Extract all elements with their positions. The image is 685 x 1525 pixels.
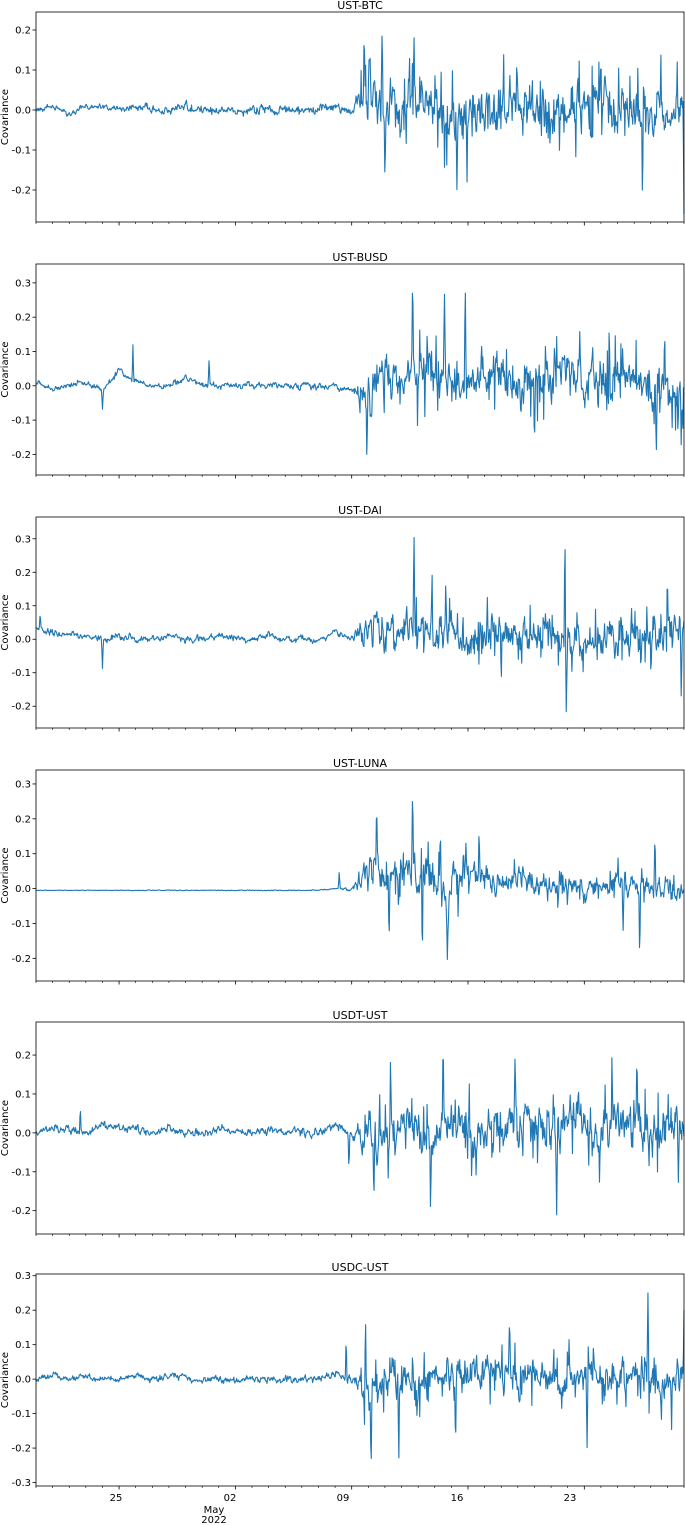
y-axis-label: Covariance	[0, 89, 11, 145]
y-tick-label: 0.3	[15, 278, 31, 289]
y-axis-label: Covariance	[0, 1352, 11, 1408]
chart-title: USDC-UST	[332, 1261, 389, 1274]
y-tick-label: 0.2	[15, 1051, 31, 1062]
chart-panel: UST-LUNA Covariance 0.3 0.2 0.1 0.0 -0.1 -0.2	[0, 757, 685, 985]
series-line	[35, 536, 685, 713]
y-tick-label: 0.2	[15, 814, 31, 825]
x-month-label: May	[204, 1505, 225, 1516]
y-tick-label: -0.1	[11, 416, 31, 427]
y-tick-label: -0.1	[11, 146, 31, 157]
y-tick-label: -0.2	[11, 186, 31, 197]
y-tick-label: 0.1	[15, 601, 31, 612]
series-line	[35, 292, 685, 455]
plot-frame	[35, 769, 685, 982]
y-tick-label: 0.0	[15, 381, 31, 392]
y-tick-label: 0.0	[15, 106, 31, 117]
y-axis-label: Covariance	[0, 1100, 11, 1156]
chart-title: UST-BTC	[337, 0, 383, 12]
y-axis-label: Covariance	[0, 847, 11, 903]
y-tick-label: 0.1	[15, 66, 31, 77]
y-tick-label: 0.1	[15, 1340, 31, 1351]
y-tick-label: -0.1	[11, 1167, 31, 1178]
y-tick-label: -0.3	[11, 1478, 31, 1489]
x-year-label: 2022	[201, 1515, 226, 1525]
plot-frame	[35, 516, 685, 729]
y-tick-label: 0.1	[15, 1089, 31, 1100]
series-line	[35, 1292, 685, 1460]
plot-frame	[35, 11, 685, 223]
y-tick-label: 0.3	[15, 534, 31, 545]
series-line	[35, 800, 685, 961]
x-tick-label: 16	[451, 1493, 464, 1504]
y-tick-label: 0.2	[15, 313, 31, 324]
y-tick-label: 0.2	[15, 1306, 31, 1317]
y-tick-label: -0.2	[11, 1444, 31, 1455]
chart-title: USDT-UST	[333, 1009, 388, 1022]
plot-frame	[35, 263, 685, 476]
chart-panel: USDC-UST Covariance 0.3 0.2 0.1 0.0 -0.1 -0.2 -0…	[0, 1261, 685, 1490]
series-line	[35, 35, 685, 215]
y-axis-label: Covariance	[0, 594, 11, 650]
y-tick-label: 0.3	[15, 1271, 31, 1282]
y-tick-label: 0.1	[15, 849, 31, 860]
y-tick-label: -0.2	[11, 450, 31, 461]
chart-panel: UST-DAI Covariance 0.3 0.2 0.1 0.0 -0.1 -0.2	[0, 504, 685, 732]
y-tick-label: 0.1	[15, 347, 31, 358]
chart-panel: UST-BUSD Covariance 0.3 0.2 0.1 0.0 -0.1 -0.2	[0, 251, 685, 479]
chart-panel: UST-BTC Covariance 0.2 0.1 0.0 -0.1 -0.2	[0, 0, 685, 226]
y-tick-label: -0.2	[11, 1206, 31, 1217]
y-tick-label: 0.2	[15, 568, 31, 579]
y-tick-label: 0.0	[15, 1128, 31, 1139]
x-tick-label: 09	[337, 1493, 350, 1504]
chart-title: UST-BUSD	[332, 251, 387, 264]
x-tick-label: 25	[110, 1493, 123, 1504]
y-tick-label: -0.2	[11, 702, 31, 713]
x-tick-label: 02	[224, 1493, 237, 1504]
y-tick-label: -0.1	[11, 668, 31, 679]
y-tick-label: -0.2	[11, 954, 31, 965]
series-line	[35, 1057, 685, 1216]
y-tick-label: 0.0	[15, 635, 31, 646]
y-tick-label: 0.0	[15, 1375, 31, 1386]
y-tick-label: -0.1	[11, 919, 31, 930]
y-tick-label: -0.1	[11, 1409, 31, 1420]
x-tick-label: 23	[564, 1493, 577, 1504]
y-tick-label: 0.0	[15, 884, 31, 895]
shared-date-axis: 25 02 09 16 23 May 2022	[110, 1493, 577, 1525]
plot-frame	[35, 1021, 685, 1235]
chart-title: UST-DAI	[338, 504, 382, 517]
y-axis-label: Covariance	[0, 341, 11, 397]
y-tick-label: 0.3	[15, 779, 31, 790]
plot-frame	[35, 1273, 685, 1487]
chart-panels: UST-BTCCovariance0.20.10.0-0.1-0.2UST-BU…	[0, 0, 685, 1490]
chart-panel: USDT-UST Covariance 0.2 0.1 0.0 -0.1 -0.2	[0, 1009, 685, 1238]
y-tick-label: 0.2	[15, 26, 31, 37]
chart-title: UST-LUNA	[333, 757, 388, 770]
